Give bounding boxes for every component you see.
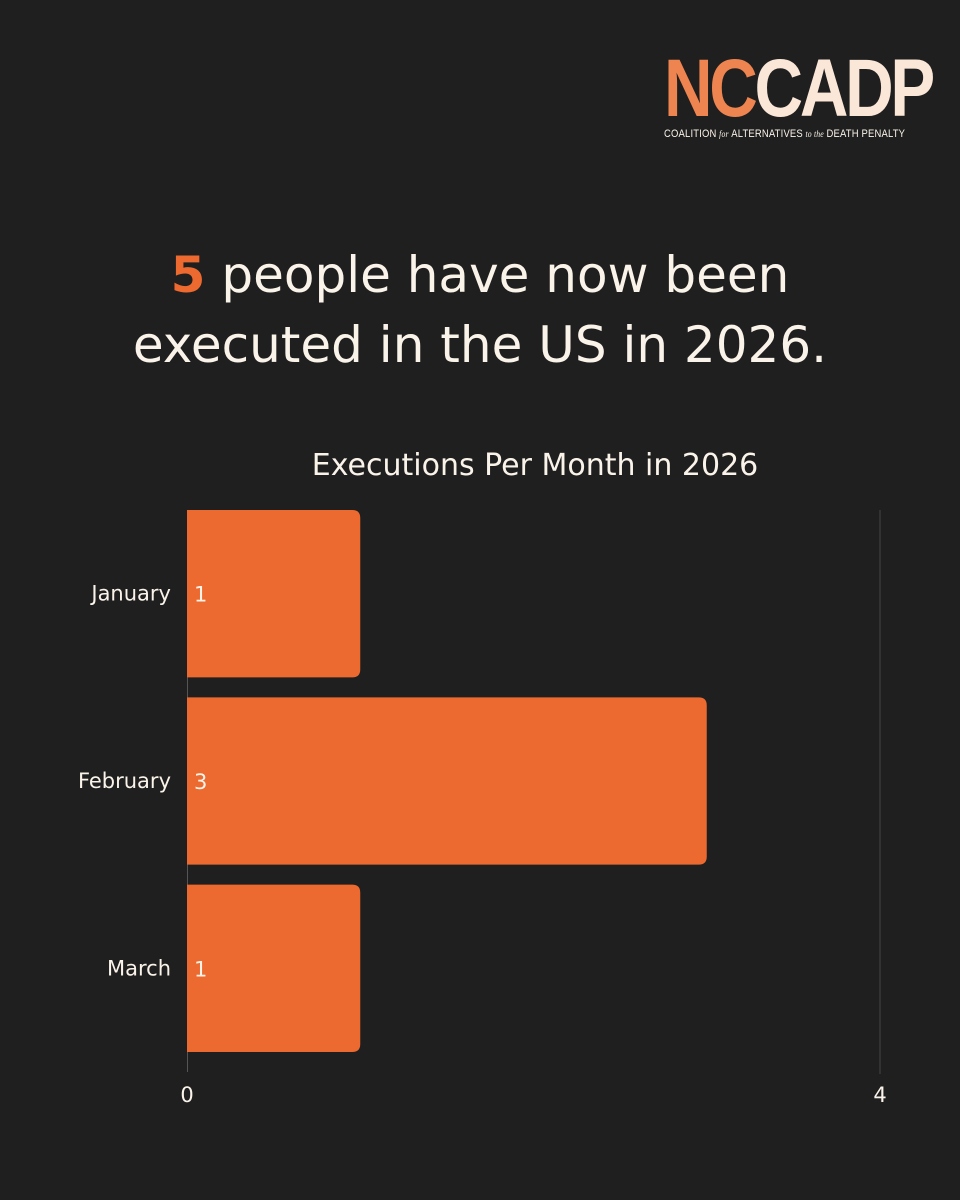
bar-january — [187, 510, 360, 677]
data-label-february: 3 — [194, 770, 207, 794]
bar-march — [187, 885, 360, 1052]
x-tick-label-0: 0 — [180, 1083, 193, 1107]
category-label-february: February — [78, 769, 171, 793]
x-tick-label-4: 4 — [873, 1083, 886, 1107]
data-label-january: 1 — [194, 583, 207, 607]
category-label-january: January — [89, 582, 171, 606]
data-label-march: 1 — [194, 957, 207, 981]
category-label-march: March — [107, 956, 171, 980]
bar-february — [187, 697, 707, 864]
